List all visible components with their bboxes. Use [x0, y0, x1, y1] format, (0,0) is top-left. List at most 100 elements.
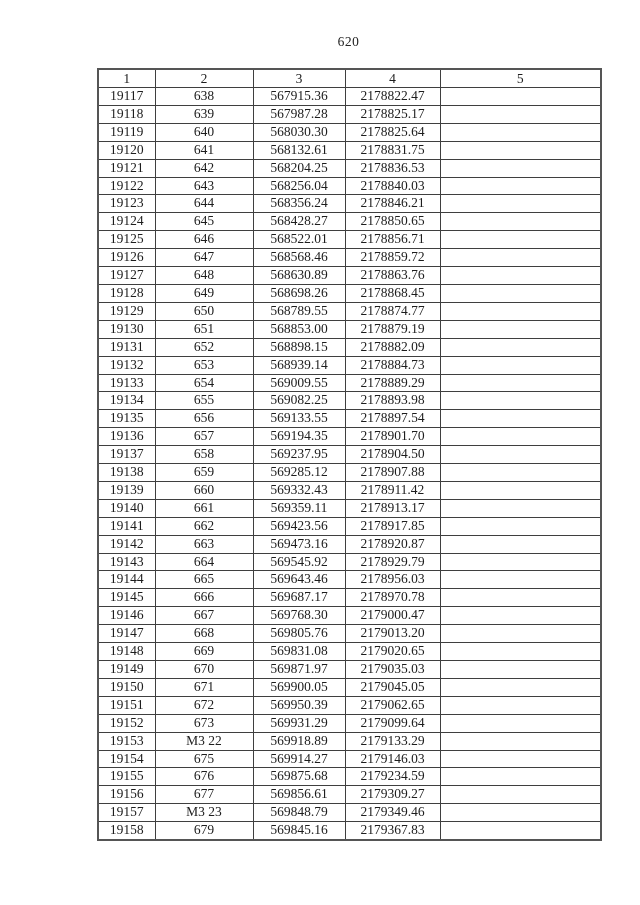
table-cell: 19117: [97, 87, 156, 106]
table-cell: 569931.29: [252, 713, 346, 733]
table-cell: 569845.16: [252, 821, 346, 841]
table-cell: 19154: [97, 749, 156, 769]
table-cell: 656: [154, 409, 254, 429]
table-cell: 569914.27: [252, 749, 346, 769]
table-row: 19122 643 568256.04 2178840.03: [97, 176, 602, 196]
table-cell: 667: [154, 606, 254, 626]
table-cell: 19133: [97, 373, 156, 393]
table-row: 19121 642 568204.25 2178836.53: [97, 158, 602, 178]
table-cell: 19135: [97, 409, 156, 429]
table-cell: 569237.95: [252, 445, 346, 465]
table-row: 19123 644 568356.24 2178846.21: [97, 194, 602, 214]
table-row: 19127 648 568630.89 2178863.76: [97, 266, 602, 285]
table-cell: 569359.11: [252, 498, 346, 518]
table-cell: 569875.68: [252, 767, 346, 787]
table-cell: [439, 803, 602, 823]
table-cell: 19155: [97, 767, 156, 787]
table-cell: 19118: [97, 104, 156, 124]
table-cell: [439, 498, 602, 518]
table-cell: [439, 516, 602, 536]
table-cell: 2179349.46: [344, 803, 441, 823]
table-cell: 569332.43: [252, 480, 346, 500]
table-cell: М3 22: [154, 731, 254, 751]
table-cell: 569831.08: [252, 642, 346, 661]
table-cell: 658: [154, 445, 254, 465]
table-cell: 19145: [97, 588, 156, 608]
table-cell: [439, 104, 602, 124]
table-cell: 19131: [97, 337, 156, 357]
table-cell: 659: [154, 463, 254, 482]
table-cell: 646: [154, 230, 254, 250]
table-cell: 666: [154, 588, 254, 608]
table-cell: [439, 463, 602, 482]
column-header-4: 4: [344, 68, 441, 88]
table-cell: 2178911.42: [344, 480, 441, 500]
column-header-1: 1: [97, 68, 156, 88]
table-cell: [439, 373, 602, 393]
table-row: 19150 671 569900.05 2179045.05: [97, 677, 602, 697]
table-cell: 675: [154, 749, 254, 769]
table-cell: 19129: [97, 301, 156, 321]
table-cell: 567915.36: [252, 87, 346, 106]
table-cell: 19128: [97, 283, 156, 303]
table-cell: 569473.16: [252, 534, 346, 554]
table-cell: 569950.39: [252, 695, 346, 715]
table-cell: 19120: [97, 140, 156, 160]
table-cell: 569423.56: [252, 516, 346, 536]
table-cell: 568428.27: [252, 212, 346, 232]
table-row: 19130 651 568853.00 2178879.19: [97, 319, 602, 339]
table-cell: 643: [154, 176, 254, 196]
table-cell: [439, 212, 602, 232]
table-cell: 19157: [97, 803, 156, 823]
table-cell: 2178917.85: [344, 516, 441, 536]
table-cell: 655: [154, 391, 254, 411]
table-cell: [439, 749, 602, 769]
table-cell: [439, 355, 602, 375]
table-row: 19155 676 569875.68 2179234.59: [97, 767, 602, 787]
table-cell: [439, 624, 602, 644]
table-cell: 19158: [97, 821, 156, 841]
table-row: 19146 667 569768.30 2179000.47: [97, 606, 602, 626]
table-cell: 2178825.64: [344, 122, 441, 142]
table-cell: 642: [154, 158, 254, 178]
table-row: 19134 655 569082.25 2178893.98: [97, 391, 602, 411]
table-cell: [439, 695, 602, 715]
table-cell: [439, 445, 602, 465]
table-cell: 644: [154, 194, 254, 214]
table-cell: [439, 677, 602, 697]
table-cell: [439, 606, 602, 626]
table-cell: 645: [154, 212, 254, 232]
table-row: 19140 661 569359.11 2178913.17: [97, 498, 602, 518]
table-cell: 19126: [97, 248, 156, 268]
table-cell: [439, 642, 602, 661]
table-cell: 568030.30: [252, 122, 346, 142]
table-cell: 19130: [97, 319, 156, 339]
table-cell: 2178897.54: [344, 409, 441, 429]
table-cell: 2179020.65: [344, 642, 441, 661]
table-cell: 568356.24: [252, 194, 346, 214]
table-cell: 671: [154, 677, 254, 697]
table-cell: 670: [154, 660, 254, 679]
table-cell: 2179234.59: [344, 767, 441, 787]
table-cell: [439, 480, 602, 500]
table-row: 19148 669 569831.08 2179020.65: [97, 642, 602, 661]
table-row: 19151 672 569950.39 2179062.65: [97, 695, 602, 715]
table-cell: 19137: [97, 445, 156, 465]
table-cell: 569918.89: [252, 731, 346, 751]
table-cell: 673: [154, 713, 254, 733]
table-cell: 569009.55: [252, 373, 346, 393]
column-header-5: 5: [439, 68, 602, 88]
table-cell: 2178929.79: [344, 552, 441, 572]
table-cell: 2179367.83: [344, 821, 441, 841]
column-header-2: 2: [154, 68, 254, 88]
table-cell: 665: [154, 570, 254, 590]
table-row: 19135 656 569133.55 2178897.54: [97, 409, 602, 429]
table-cell: 2178884.73: [344, 355, 441, 375]
table-cell: 672: [154, 695, 254, 715]
table-row: 19139 660 569332.43 2178911.42: [97, 480, 602, 500]
table-cell: 569285.12: [252, 463, 346, 482]
table-row: 19126 647 568568.46 2178859.72: [97, 248, 602, 268]
table-cell: 19146: [97, 606, 156, 626]
table-cell: 2179000.47: [344, 606, 441, 626]
table-cell: 19139: [97, 480, 156, 500]
